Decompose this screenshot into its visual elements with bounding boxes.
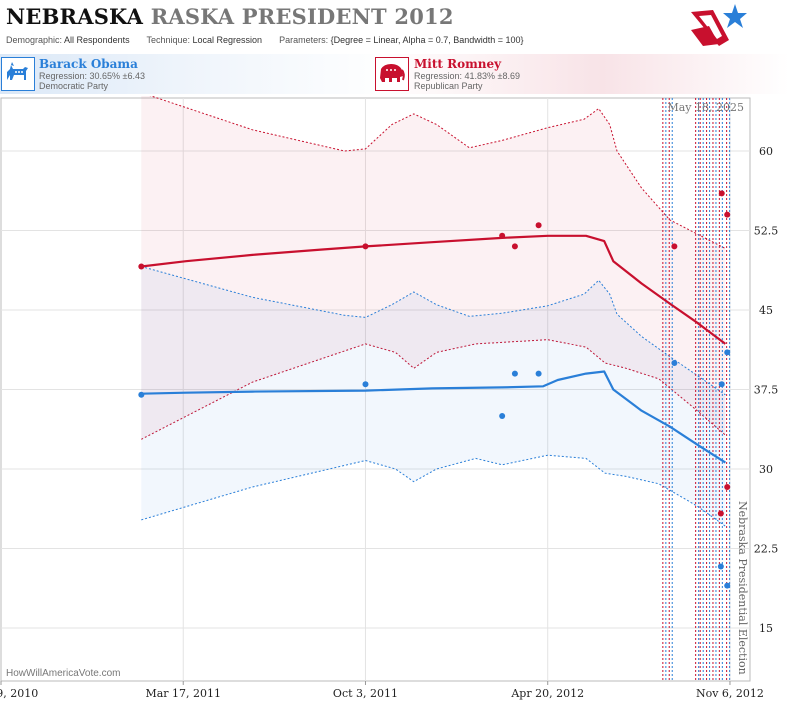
elephant-icon [375, 57, 409, 91]
x-tick-label: Apr 20, 2012 [510, 687, 584, 700]
obama-name: Barack Obama [39, 57, 138, 71]
site-credit: HowWillAmericaVote.com [6, 668, 121, 679]
mitt-romney-poll-point [362, 243, 369, 250]
barack-obama-upper-bound [141, 266, 726, 396]
barack-obama-lower-bound [141, 454, 726, 527]
y-tick-label: 60 [759, 145, 773, 158]
obama-party: Democratic Party [39, 81, 109, 91]
y-tick-label: 22.5 [754, 543, 779, 556]
candidate-bar: Barack Obama Regression: 30.65% ±6.43 De… [0, 54, 789, 94]
title-state: NEBRASKA [6, 4, 144, 29]
mitt-romney-poll-point [138, 263, 145, 270]
technique-label: Technique: [146, 35, 190, 45]
technique-value: Local Regression [192, 35, 263, 45]
demographic-value: All Respondents [64, 35, 130, 45]
barack-obama-poll-point [724, 582, 731, 589]
poll-chart: 15 22.5 30 37.5 45 52.5 60 Aug 29, 2010 Mar 17, … [0, 96, 779, 700]
mitt-romney-poll-point [499, 232, 506, 239]
barack-obama-confidence-band [141, 266, 726, 527]
mitt-romney-poll-point [511, 243, 518, 250]
barack-obama-poll-point [724, 349, 731, 356]
y-tick-label: 45 [759, 304, 773, 317]
mitt-romney-poll-point [724, 211, 731, 218]
y-tick-label: 30 [759, 463, 773, 476]
barack-obama-poll-point [138, 391, 145, 398]
x-tick-label: Mar 17, 2011 [145, 687, 221, 700]
barack-obama-poll-point [718, 381, 725, 388]
barack-obama-poll-point [499, 413, 506, 419]
candidate-romney[interactable]: Mitt Romney Regression: 41.83% ±8.69 Rep… [375, 54, 789, 94]
candidate-obama[interactable]: Barack Obama Regression: 30.65% ±6.43 De… [0, 54, 395, 94]
election-label: Nebraska Presidential Election [736, 501, 749, 675]
barack-obama-poll-point [535, 370, 542, 377]
parameters-value: {Degree = Linear, Alpha = 0.7, Bandwidth… [330, 35, 524, 45]
obama-regression: Regression: 30.65% ±6.43 [39, 71, 146, 81]
mitt-romney-lower-bound [141, 339, 726, 440]
mitt-romney-poll-point [718, 190, 725, 197]
barack-obama-trend-line [141, 370, 726, 464]
mitt-romney-poll-point [724, 484, 731, 491]
barack-obama-poll-point [362, 381, 369, 388]
mitt-romney-confidence-band [141, 96, 726, 440]
mitt-romney-poll-point [671, 243, 678, 250]
star-logo-icon [691, 4, 747, 46]
page-title: NEBRASKA RASKA PRESIDENT 2012 [6, 4, 454, 29]
x-tick-label: Oct 3, 2011 [333, 687, 398, 700]
barack-obama-poll-point [511, 370, 518, 377]
mitt-romney-upper-bound [149, 96, 726, 249]
barack-obama-poll-point [717, 563, 724, 570]
demographic-label: Demographic: [6, 35, 63, 45]
mitt-romney-poll-point [535, 222, 542, 229]
mitt-romney-poll-point [717, 510, 724, 517]
y-tick-label: 37.5 [754, 384, 779, 397]
barack-obama-poll-point [671, 360, 678, 366]
title-rest: RASKA PRESIDENT 2012 [150, 4, 454, 29]
header: NEBRASKA RASKA PRESIDENT 2012 Demographi… [0, 0, 789, 52]
romney-regression: Regression: 41.83% ±8.69 [414, 71, 521, 81]
x-tick-label: Aug 29, 2010 [0, 687, 38, 700]
romney-name: Mitt Romney [414, 57, 502, 71]
current-date-label: May 18, 2025 [667, 101, 744, 114]
x-tick-label: Nov 6, 2012 [696, 687, 764, 700]
y-tick-label: 15 [759, 622, 773, 635]
parameters-label: Parameters: [279, 35, 329, 45]
y-tick-label: 52.5 [754, 225, 779, 238]
donkey-icon [1, 57, 35, 91]
parameters-line: Demographic: All Respondents Technique: … [6, 35, 524, 45]
mitt-romney-trend-line [141, 234, 727, 345]
romney-party: Republican Party [414, 81, 483, 91]
